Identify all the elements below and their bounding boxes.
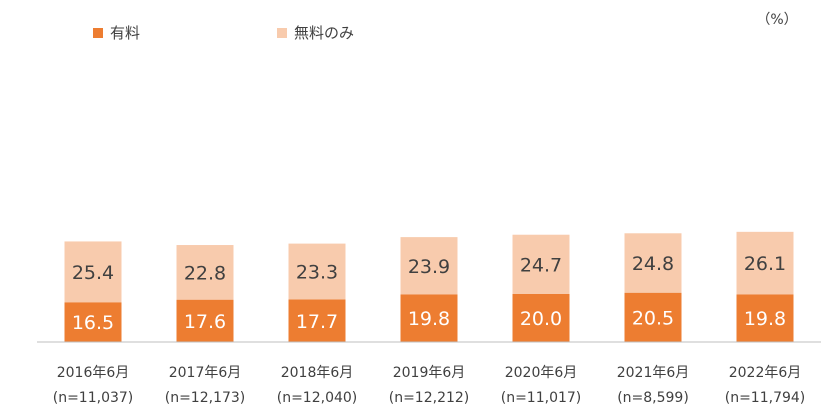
unit-label: （%） [756, 12, 797, 28]
bar-paid-5 [624, 292, 682, 342]
bar-free-1 [176, 245, 234, 300]
legend-swatch-free [277, 28, 287, 38]
bar-free-5 [624, 233, 682, 293]
bar-paid-2 [288, 299, 346, 342]
data-label-paid-0: 16.5 [72, 312, 114, 334]
category-date-5: 2021年6月 [617, 365, 690, 381]
legend-label-paid: 有料 [110, 24, 140, 42]
data-label-free-4: 24.7 [520, 254, 562, 276]
category-date-1: 2017年6月 [169, 365, 242, 381]
data-label-free-3: 23.9 [408, 256, 450, 278]
bar-paid-1 [176, 299, 234, 342]
category-date-4: 2020年6月 [505, 365, 578, 381]
bar-free-3 [400, 237, 458, 295]
category-n-2: (n=12,040) [277, 390, 358, 406]
category-n-5: (n=8,599) [617, 390, 689, 406]
category-date-3: 2019年6月 [393, 365, 466, 381]
category-date-2: 2018年6月 [281, 365, 354, 381]
category-date-6: 2022年6月 [729, 365, 802, 381]
data-label-paid-1: 17.6 [184, 311, 226, 333]
bars-group: 25.4 16.5 22.8 17.6 23.3 17.7 23.9 19.8 24.7 20.0… [64, 231, 794, 342]
category-labels: 2016年6月 (n=11,037) 2017年6月 (n=12,173) 2018年6… [53, 365, 806, 406]
data-label-free-2: 23.3 [296, 262, 338, 284]
data-label-free-5: 24.8 [632, 253, 674, 275]
bar-free-0 [64, 241, 122, 303]
legend-label-free: 無料のみ [294, 24, 354, 42]
bar-paid-3 [400, 294, 458, 342]
data-label-paid-5: 20.5 [632, 307, 674, 329]
data-label-paid-3: 19.8 [408, 308, 450, 330]
data-label-free-1: 22.8 [184, 262, 226, 284]
bar-paid-0 [64, 302, 122, 342]
category-n-1: (n=12,173) [165, 390, 246, 406]
bar-free-2 [288, 243, 346, 300]
data-label-paid-6: 19.8 [744, 308, 786, 330]
bar-paid-4 [512, 294, 570, 342]
legend: 有料 無料のみ [93, 24, 354, 42]
data-label-free-6: 26.1 [744, 253, 786, 275]
data-label-paid-4: 20.0 [520, 308, 562, 330]
category-n-0: (n=11,037) [53, 390, 134, 406]
bar-paid-6 [736, 294, 794, 342]
category-n-3: (n=12,212) [389, 390, 470, 406]
bar-free-6 [736, 231, 794, 295]
category-date-0: 2016年6月 [57, 365, 130, 381]
legend-swatch-paid [93, 28, 103, 38]
bar-free-4 [512, 234, 570, 294]
data-label-free-0: 25.4 [72, 262, 114, 284]
data-label-paid-2: 17.7 [296, 311, 338, 333]
category-n-4: (n=11,017) [501, 390, 582, 406]
category-n-6: (n=11,794) [725, 390, 806, 406]
